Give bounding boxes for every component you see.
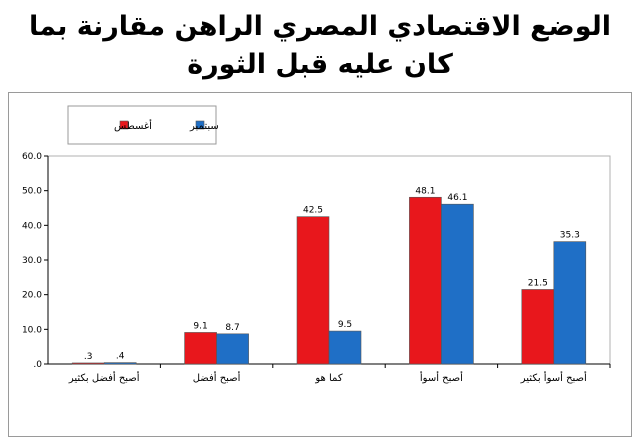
data-label: .3 xyxy=(84,352,93,362)
data-label: 48.1 xyxy=(415,186,435,196)
chart-title-line-2: كان عليه قبل الثورة xyxy=(187,49,453,80)
data-label: 35.3 xyxy=(560,231,580,241)
data-label: 21.5 xyxy=(528,278,548,288)
data-label: 46.1 xyxy=(447,193,467,203)
bar xyxy=(216,333,249,365)
data-label: .4 xyxy=(116,352,125,362)
bar xyxy=(184,332,217,365)
bar xyxy=(296,216,330,365)
legend-label: سبتمبر xyxy=(189,121,219,132)
bars xyxy=(71,196,587,365)
bar xyxy=(521,289,555,365)
y-tick-label: 50.0 xyxy=(22,187,42,197)
bar xyxy=(71,362,105,365)
y-tick-label: .0 xyxy=(33,360,42,370)
y-axis: .0 10.0 20.0 30.0 40.0 50.0 60.0 xyxy=(22,152,611,370)
data-labels: .3 .4 9.1 8.7 42.5 9.5 48.1 46.1 21.5 35.3 xyxy=(84,186,580,362)
category-label: كما هو xyxy=(314,373,342,384)
legend-box xyxy=(67,105,217,145)
x-axis: أصبح أفضل بكثير أصبح أفضل كما هو أصبح أسوأ أ… xyxy=(68,364,611,384)
data-label: 9.5 xyxy=(338,320,352,330)
bar xyxy=(103,362,137,365)
legend-label: أغسطس xyxy=(114,119,152,132)
category-label: أصبح أفضل xyxy=(193,371,241,384)
legend-swatch xyxy=(119,120,129,130)
chart-title: الوضع الاقتصادي المصري الراهن مقارنة بما… xyxy=(0,0,640,92)
y-tick-label: 30.0 xyxy=(22,256,42,266)
bar xyxy=(553,241,587,365)
data-label: 42.5 xyxy=(303,206,323,216)
bar xyxy=(409,196,442,365)
bar xyxy=(328,330,362,365)
category-label: أصبح أفضل بكثير xyxy=(68,371,140,384)
legend-swatch xyxy=(195,120,205,130)
y-tick-label: 20.0 xyxy=(22,291,42,301)
y-tick-label: 60.0 xyxy=(22,152,42,162)
legend: سبتمبر أغسطس xyxy=(67,105,219,145)
y-tick-label: 10.0 xyxy=(22,325,42,335)
y-tick-label: 40.0 xyxy=(22,221,42,231)
data-label: 8.7 xyxy=(225,323,239,333)
category-label: أصبح أسوأ بكثير xyxy=(520,371,587,384)
data-label: 9.1 xyxy=(193,321,207,331)
chart-title-line-1: الوضع الاقتصادي المصري الراهن مقارنة بما xyxy=(28,11,612,42)
bar xyxy=(441,203,474,365)
category-label: أصبح أسوأ xyxy=(420,371,463,384)
